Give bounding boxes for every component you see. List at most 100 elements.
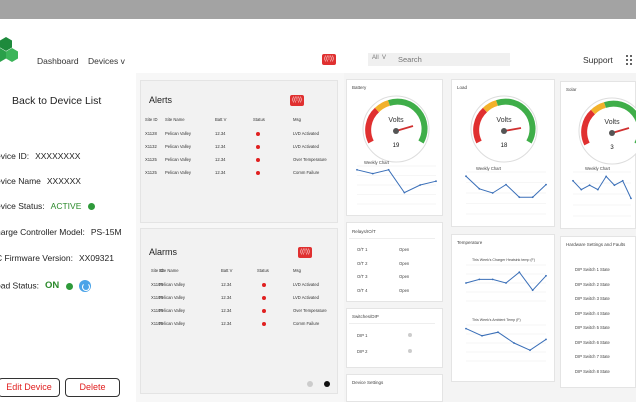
load-title: Load	[457, 85, 468, 90]
solar-point	[596, 188, 599, 191]
col-batt-v: Batt V	[221, 268, 233, 273]
dip-row: DIP 1	[357, 333, 367, 338]
delete-button[interactable]: Delete	[65, 378, 120, 397]
relay-label: O/T 1	[357, 247, 368, 252]
controller-model-label: harge Controller Model:	[0, 227, 85, 237]
support-link[interactable]: Support	[583, 55, 613, 65]
device-id-value: XXXXXXXX	[35, 151, 81, 161]
gauge-value: 18	[501, 143, 508, 149]
hardware-title: Hardware Settings and Faults	[566, 242, 626, 247]
device-settings-card: Device Settings	[346, 374, 443, 402]
gauge-label: Volts	[496, 117, 512, 124]
status-alarm-icon	[262, 309, 266, 313]
batt-v: 12.34	[221, 308, 232, 313]
chevron-down-icon: V	[382, 55, 387, 61]
top-bar	[0, 0, 636, 19]
controller-model-value: PS-15M	[90, 227, 122, 237]
temperature-title: Temperature	[457, 240, 483, 245]
relay-row: O/T 4 Open	[357, 288, 409, 293]
table-row[interactable]: X1103 Pelican Valley 12.34 Over Temperat…	[145, 308, 341, 314]
col-status: Status	[253, 117, 265, 122]
heatsink-point	[531, 289, 534, 292]
heatsink-point	[518, 271, 521, 274]
ambient-point	[513, 342, 515, 344]
alarms-badge-icon[interactable]: ((!))	[298, 247, 312, 258]
edit-device-button[interactable]: Edit Device	[0, 378, 60, 397]
battery-point	[371, 172, 374, 175]
load-status-value: ON	[45, 280, 60, 292]
refresh-icon[interactable]	[79, 280, 92, 292]
device-id-label: evice ID:	[0, 151, 30, 161]
relay-label: O/T 3	[357, 274, 368, 279]
heatsink-point	[505, 282, 507, 284]
load-indicator-icon	[66, 282, 74, 290]
search-input[interactable]	[398, 53, 508, 66]
heatsink-series-line	[465, 271, 547, 291]
table-row[interactable]: X1132 Pelican Valley 12.34 LVD Activated	[145, 144, 341, 150]
ambient-series-line	[465, 328, 547, 351]
divider	[349, 323, 435, 324]
device-id-row: evice ID: XXXXXXXX	[0, 151, 80, 161]
switches-title: Switches/DIP	[352, 314, 379, 319]
message: Over Temperature	[293, 157, 327, 162]
apps-grid-icon[interactable]	[626, 55, 634, 65]
dip-switch-row: DIP Switch 6 State	[575, 340, 610, 345]
col-site-name: Site Name	[159, 268, 179, 273]
alerts-title: Alerts	[149, 95, 173, 105]
table-row[interactable]: X1125 Pelican Valley 12.34 Comm Failure	[145, 170, 341, 176]
gauge-value: 3	[610, 145, 614, 151]
alerts-badge-icon[interactable]: ((!))	[290, 95, 304, 106]
solar-chart-title: Weekly Chart	[585, 166, 611, 171]
relay-row: O/T 2 Open	[357, 261, 409, 266]
site-name: Pelican Valley	[159, 295, 185, 300]
load-point	[531, 196, 534, 199]
load-point	[465, 175, 467, 178]
alarm-notification-button[interactable]: ((!))	[322, 54, 336, 65]
dip-switch-row: DIP Switch 8 State	[575, 369, 610, 374]
table-row[interactable]: X1102 Pelican Valley 12.34 Comm Failure	[145, 321, 341, 327]
site-id: X1132	[145, 144, 157, 149]
table-row[interactable]: X1103 Pelican Valley 12.34 LVD Activated	[145, 282, 341, 288]
heatsink-point	[491, 278, 494, 281]
firmware-row: C Firmware Version: XX09321	[0, 253, 114, 263]
site-id: X1103	[151, 295, 163, 300]
nav-bar	[0, 19, 636, 73]
col-status: Status	[257, 268, 269, 273]
col-msg: Msg	[293, 268, 301, 273]
load-point	[505, 183, 507, 186]
pager-dot-1[interactable]	[307, 381, 313, 387]
divider	[349, 238, 435, 239]
battery-title: Battery	[352, 85, 367, 90]
status-alert-icon	[256, 145, 260, 149]
heatsink-temp-chart	[465, 264, 547, 302]
hardware-card: Hardware Settings and Faults DIP Switch …	[560, 236, 636, 388]
site-id: X1102	[151, 321, 163, 326]
battery-weekly-chart	[356, 165, 437, 205]
gauge-label: Volts	[604, 119, 620, 126]
nav-dashboard[interactable]: Dashboard	[37, 56, 79, 66]
solar-point	[613, 184, 616, 187]
nav-devices[interactable]: Devices v	[88, 56, 125, 66]
search-scope-select[interactable]: All V	[372, 55, 386, 61]
heatsink-point	[465, 282, 467, 284]
table-row[interactable]: X1125 Pelican Valley 12.34 Over Temperat…	[145, 157, 341, 163]
ambient-point	[545, 338, 547, 341]
device-name-label: evice Name	[0, 176, 41, 186]
status-alert-icon	[256, 132, 260, 136]
back-to-device-list-link[interactable]: Back to Device List	[12, 95, 102, 107]
solar-series-line	[572, 175, 632, 199]
battery-chart-title: Weekly Chart	[364, 160, 390, 165]
solar-card: Solar Volts 3 Weekly Chart	[560, 81, 636, 229]
batt-v: 12.34	[221, 295, 232, 300]
dip-state-icon	[408, 333, 412, 337]
ambient-point	[497, 331, 499, 334]
pager-dot-2[interactable]	[324, 381, 330, 387]
switches-card: Switches/DIP DIP 1 DIP 2	[346, 308, 443, 368]
alerts-panel: Alerts ((!)) Site ID Site Name Batt V St…	[140, 80, 338, 223]
table-row[interactable]: X1103 Pelican Valley 12.34 LVD Activated	[145, 295, 341, 301]
relay-label: O/T 4	[357, 288, 368, 293]
controller-model-row: harge Controller Model: PS-15M	[0, 227, 122, 237]
table-row[interactable]: X1128 Pelican Valley 12.34 LVD Activated	[145, 131, 341, 137]
status-alert-icon	[256, 158, 260, 162]
table-header: Site ID Site Name Batt V Status Msg	[145, 268, 341, 274]
